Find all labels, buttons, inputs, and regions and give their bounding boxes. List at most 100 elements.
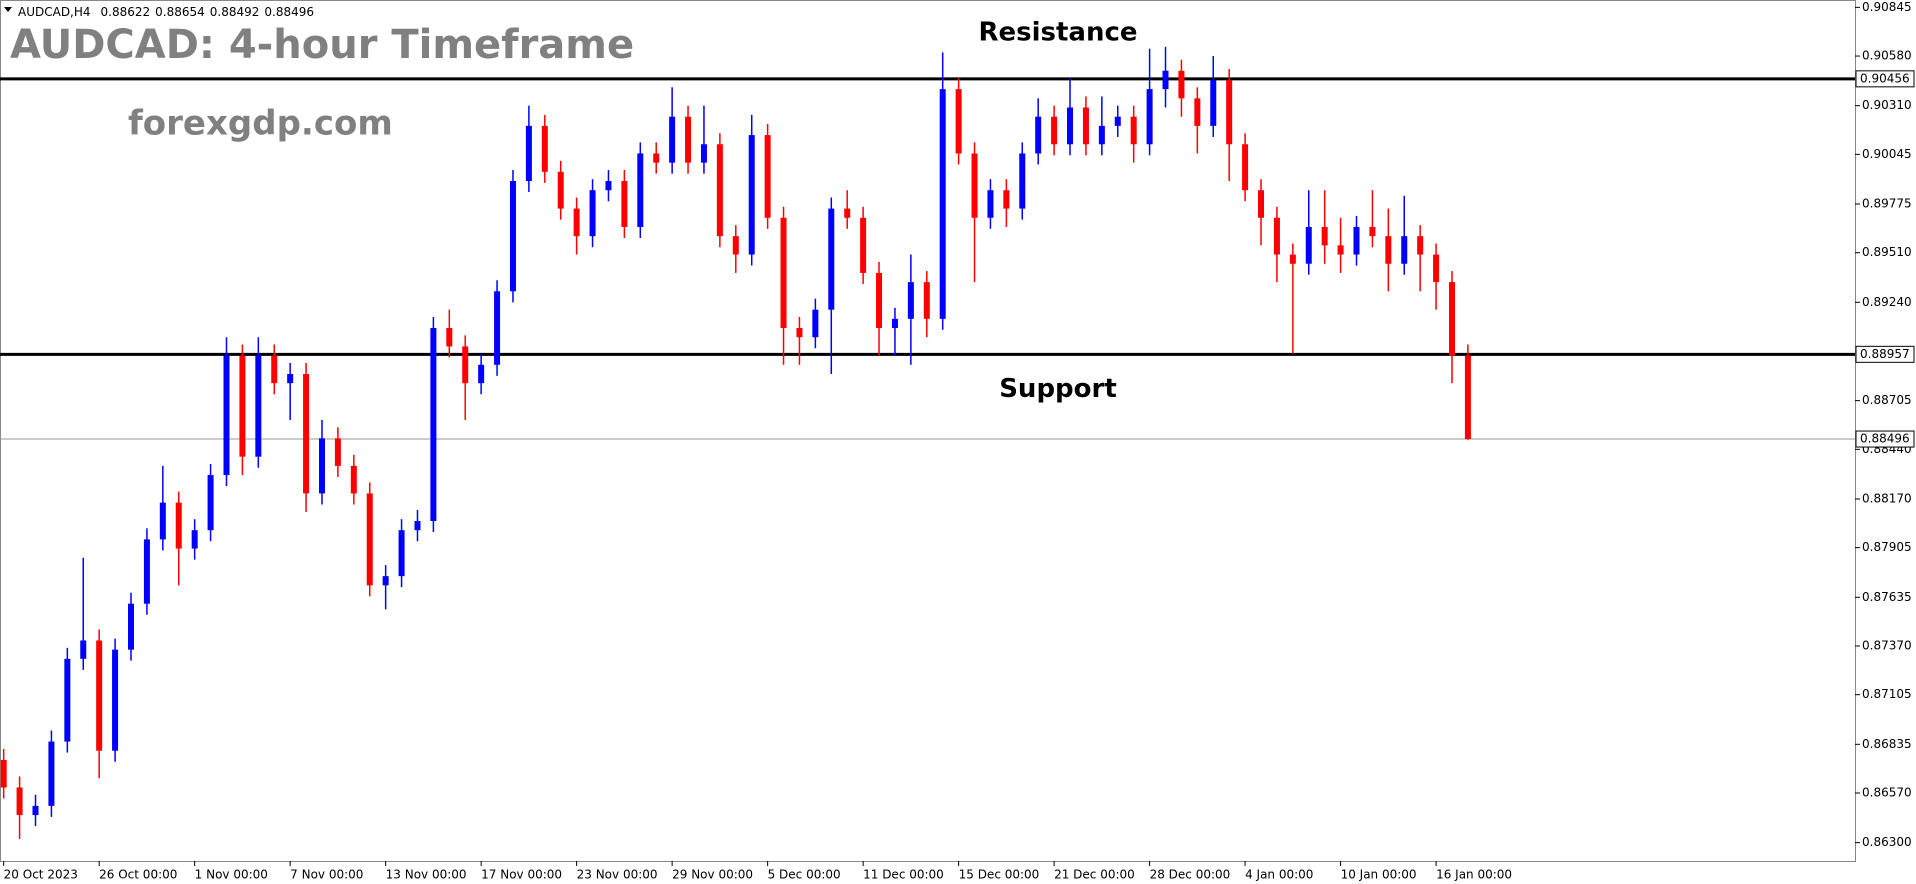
level-label-box	[1855, 70, 1915, 88]
candle-body	[923, 282, 930, 319]
candle-body	[159, 502, 166, 540]
y-tick-label: 0.87635	[1862, 590, 1912, 604]
candle-body	[1353, 226, 1360, 255]
y-tick-label: 0.89240	[1862, 295, 1912, 309]
level-label: 0.90456	[1860, 71, 1910, 85]
candle-body	[939, 89, 946, 319]
candle-body	[1321, 226, 1328, 246]
y-tick-label: 0.90580	[1862, 49, 1912, 63]
candle-body	[907, 282, 914, 319]
header-value: 0.88492	[210, 5, 260, 19]
candle-body	[669, 116, 676, 163]
candle-body	[1082, 107, 1089, 145]
candle-body	[1098, 125, 1105, 145]
candle-body	[398, 530, 405, 577]
candle-body	[1464, 355, 1471, 440]
candle-body	[1019, 153, 1026, 209]
y-tick-label: 0.86570	[1862, 786, 1912, 800]
x-tick-label: 26 Oct 00:00	[99, 868, 177, 882]
candle-body	[573, 208, 580, 237]
candle-body	[796, 328, 803, 338]
y-tick-label: 0.87105	[1862, 687, 1912, 701]
candle-body	[446, 328, 453, 347]
candle-body	[462, 346, 469, 384]
candle-body	[1242, 144, 1249, 191]
y-tick-label: 0.90045	[1862, 147, 1912, 161]
x-tick-label: 10 Jan 00:00	[1341, 868, 1417, 882]
candle-body	[494, 291, 501, 365]
x-tick-label: 29 Nov 00:00	[672, 868, 753, 882]
candle-body	[271, 355, 278, 384]
candle-body	[64, 658, 71, 742]
candle-body	[1369, 226, 1376, 237]
candle-body	[876, 272, 883, 329]
candle-body	[1273, 217, 1280, 255]
chart-title: AUDCAD: 4-hour Timeframe	[10, 22, 634, 68]
menu-triangle	[4, 7, 12, 12]
candle-body	[96, 640, 103, 751]
candle-body	[112, 649, 119, 751]
candle-body	[1067, 107, 1074, 145]
candle-body	[127, 603, 134, 650]
y-tick-label: 0.87905	[1862, 540, 1912, 554]
candle-body	[318, 438, 325, 494]
annotation: Resistance	[978, 17, 1137, 47]
annotation: Support	[999, 374, 1117, 404]
candle-body	[1035, 116, 1042, 154]
y-tick-label: 0.86300	[1862, 835, 1912, 849]
candle-body	[430, 328, 437, 522]
y-tick-label: 0.89510	[1862, 245, 1912, 259]
candle-body	[509, 181, 516, 292]
level-label-box	[1855, 430, 1915, 448]
y-tick-label: 0.88170	[1862, 491, 1912, 505]
candle-body	[287, 373, 294, 384]
candle-body	[366, 493, 373, 586]
x-tick-label: 20 Oct 2023	[4, 868, 78, 882]
candle-body	[987, 190, 994, 218]
candle-body	[541, 125, 548, 172]
candle-body	[1305, 226, 1312, 264]
candle-body	[780, 217, 787, 329]
x-tick-label: 11 Dec 00:00	[863, 868, 944, 882]
candle-body	[621, 181, 628, 227]
candle-body	[971, 153, 978, 218]
candle-body	[0, 759, 7, 788]
y-tick-label: 0.89775	[1862, 196, 1912, 210]
candle-body	[334, 438, 341, 466]
candle-body	[605, 181, 612, 191]
candle-body	[350, 465, 357, 494]
x-tick-label: 5 Dec 00:00	[768, 868, 841, 882]
level-label: 0.88496	[1860, 432, 1910, 446]
y-tick-label: 0.88705	[1862, 393, 1912, 407]
candle-body	[1337, 245, 1344, 255]
header-value: 0.88654	[155, 5, 205, 19]
candle-body	[812, 309, 819, 338]
candle-body	[732, 236, 739, 255]
x-tick-label: 16 Jan 00:00	[1436, 868, 1512, 882]
candle-body	[1401, 236, 1408, 264]
candle-body	[1417, 236, 1424, 255]
candle-body	[1289, 254, 1296, 264]
candle-body	[589, 190, 596, 237]
candle-body	[1003, 190, 1010, 209]
candle-body	[685, 116, 692, 163]
candle-body	[255, 355, 262, 457]
header-value: 0.88622	[101, 5, 151, 19]
candle-body	[1194, 98, 1201, 126]
x-tick-label: 28 Dec 00:00	[1150, 868, 1231, 882]
candle-body	[239, 355, 246, 457]
candle-body	[1051, 116, 1058, 145]
candle-body	[1226, 79, 1233, 145]
candle-body	[653, 153, 660, 163]
x-tick-label: 13 Nov 00:00	[386, 868, 467, 882]
level-label-box	[1855, 345, 1915, 363]
candle-body	[1385, 236, 1392, 264]
level-label: 0.88957	[1860, 347, 1910, 361]
candle-body	[382, 576, 389, 586]
candle-body	[1210, 79, 1217, 126]
x-tick-label: 4 Jan 00:00	[1245, 868, 1313, 882]
candle-body	[478, 364, 485, 384]
candle-body	[700, 144, 707, 163]
